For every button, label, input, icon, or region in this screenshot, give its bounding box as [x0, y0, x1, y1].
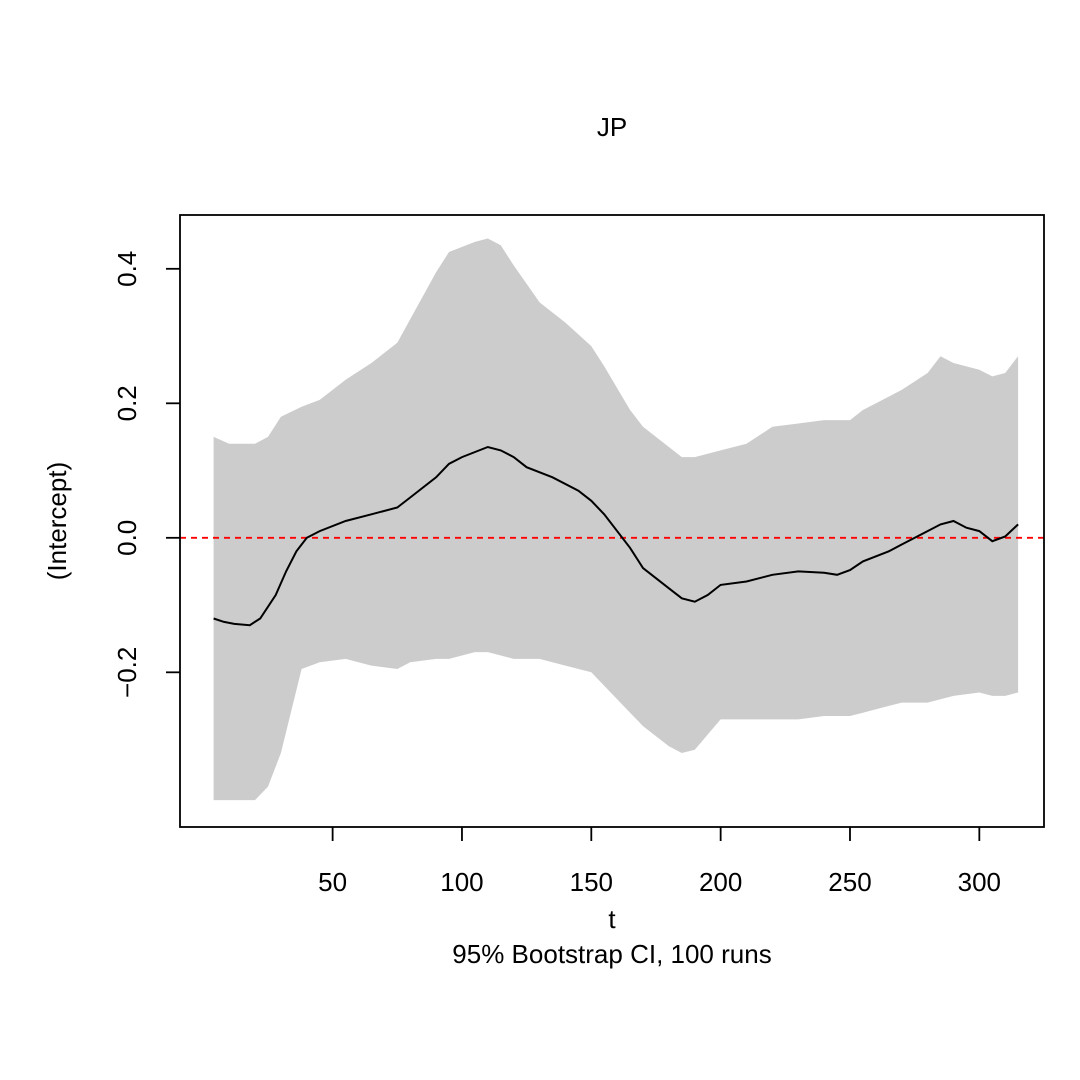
x-axis-label: t: [608, 904, 616, 934]
x-axis-subtitle: 95% Bootstrap CI, 100 runs: [452, 939, 771, 969]
x-tick-label: 250: [828, 867, 871, 897]
x-tick-label: 50: [318, 867, 347, 897]
x-tick-label: 300: [958, 867, 1001, 897]
chart-title: JP: [597, 112, 627, 142]
x-tick-label: 200: [699, 867, 742, 897]
y-tick-label: 0.4: [112, 251, 142, 287]
x-axis: 50 100 150 200 250 300: [318, 827, 1001, 897]
y-axis: −0.2 0.0 0.2 0.4: [112, 251, 180, 698]
plot-area: [180, 238, 1044, 801]
y-tick-label: 0.0: [112, 520, 142, 556]
plot-frame: [179, 214, 1045, 828]
y-tick-label: 0.2: [112, 385, 142, 421]
estimate-series-line: [213, 445, 1019, 627]
x-tick-label: 150: [570, 867, 613, 897]
ci-band: [213, 238, 1019, 801]
y-axis-label: (Intercept): [42, 462, 72, 581]
x-tick-label: 100: [440, 867, 483, 897]
y-tick-label: −0.2: [112, 647, 142, 698]
